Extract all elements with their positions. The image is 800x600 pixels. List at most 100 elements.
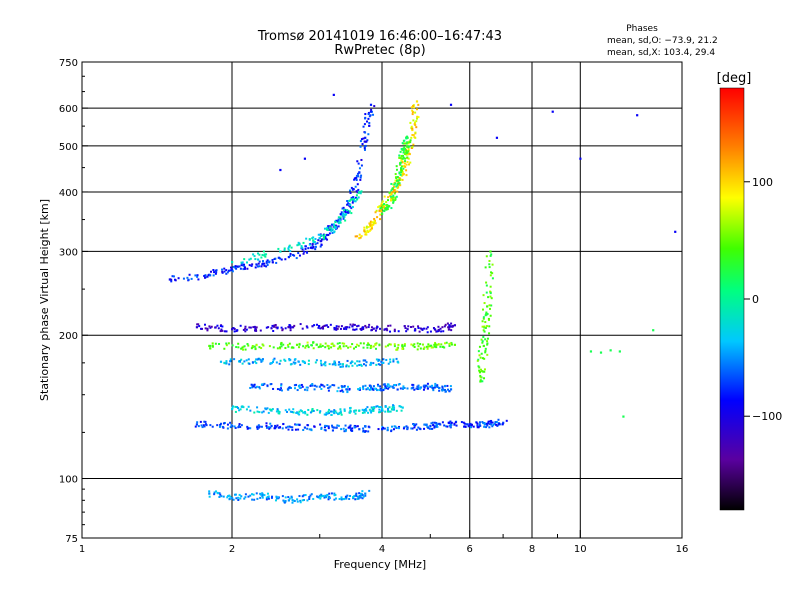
data-point xyxy=(315,385,318,388)
data-point xyxy=(170,280,173,283)
data-point xyxy=(375,209,378,212)
data-point xyxy=(331,426,334,429)
data-point xyxy=(222,422,225,425)
data-point xyxy=(404,160,407,163)
data-point xyxy=(357,172,360,175)
data-point xyxy=(244,330,247,333)
data-point xyxy=(359,192,362,195)
data-point xyxy=(328,495,331,498)
data-point xyxy=(346,359,349,362)
data-point xyxy=(311,247,314,250)
data-point xyxy=(330,343,333,346)
data-point xyxy=(412,344,415,347)
data-point xyxy=(280,326,283,329)
data-point xyxy=(397,181,400,184)
data-point xyxy=(196,274,199,277)
data-point xyxy=(435,421,438,424)
data-point xyxy=(463,425,466,428)
data-point xyxy=(339,411,342,414)
data-point xyxy=(414,328,417,331)
data-point xyxy=(325,496,328,499)
data-point xyxy=(386,429,389,432)
data-point xyxy=(335,327,338,330)
data-point xyxy=(368,489,371,492)
data-point xyxy=(423,384,426,387)
data-point xyxy=(354,235,357,238)
data-point xyxy=(363,148,366,151)
data-point xyxy=(365,233,368,236)
data-point xyxy=(265,422,268,425)
data-point xyxy=(359,363,362,366)
data-point xyxy=(316,409,319,412)
data-point xyxy=(338,361,341,364)
data-point xyxy=(254,347,257,350)
data-point xyxy=(327,347,330,350)
data-point xyxy=(429,427,432,430)
data-point xyxy=(352,196,355,199)
data-point xyxy=(212,274,215,277)
data-point xyxy=(390,207,393,210)
data-point xyxy=(309,411,312,414)
data-point xyxy=(353,410,356,413)
data-point xyxy=(297,423,300,426)
data-point xyxy=(404,165,407,168)
data-point xyxy=(476,359,479,362)
data-point xyxy=(419,428,422,431)
data-point xyxy=(343,342,346,345)
data-point xyxy=(317,239,320,242)
data-point xyxy=(369,103,373,106)
data-point xyxy=(337,347,340,350)
data-point xyxy=(385,358,388,361)
data-point xyxy=(350,196,353,199)
data-point xyxy=(209,424,212,427)
colorbar-label: [deg] xyxy=(717,71,752,86)
data-point xyxy=(365,140,368,143)
data-point xyxy=(337,363,340,366)
data-point xyxy=(364,384,367,387)
data-point xyxy=(398,171,401,174)
data-point xyxy=(309,494,312,497)
data-point xyxy=(405,163,408,166)
data-point xyxy=(463,422,466,425)
data-point xyxy=(295,343,299,346)
data-point xyxy=(242,328,245,331)
data-point xyxy=(472,425,475,428)
data-point xyxy=(392,194,395,197)
data-point xyxy=(219,360,223,363)
data-point xyxy=(410,136,413,139)
data-point xyxy=(247,495,250,498)
data-point xyxy=(444,390,447,393)
data-point xyxy=(276,424,279,427)
data-point xyxy=(367,326,370,329)
data-point xyxy=(392,408,395,411)
data-point xyxy=(171,275,174,278)
data-point xyxy=(491,277,494,280)
data-point xyxy=(298,242,301,245)
data-point xyxy=(302,345,305,348)
data-point xyxy=(294,423,297,426)
data-point xyxy=(405,153,408,156)
data-point xyxy=(479,356,482,359)
data-point xyxy=(406,145,409,148)
data-point xyxy=(365,231,368,234)
data-point xyxy=(270,327,273,330)
data-point xyxy=(223,347,226,350)
data-point xyxy=(236,265,239,268)
data-point xyxy=(344,495,347,498)
data-point xyxy=(304,346,307,349)
data-point xyxy=(265,426,268,429)
data-point xyxy=(404,157,407,160)
colorbar-tick-label: 100 xyxy=(752,176,773,189)
data-point xyxy=(261,359,264,362)
data-point xyxy=(271,261,274,264)
data-point xyxy=(300,245,303,248)
data-point xyxy=(279,250,282,253)
data-point xyxy=(296,498,299,501)
data-point xyxy=(314,361,317,364)
data-point xyxy=(329,323,332,326)
data-point xyxy=(231,328,234,331)
data-point xyxy=(441,345,444,348)
data-point xyxy=(354,409,357,412)
data-point xyxy=(252,385,255,388)
